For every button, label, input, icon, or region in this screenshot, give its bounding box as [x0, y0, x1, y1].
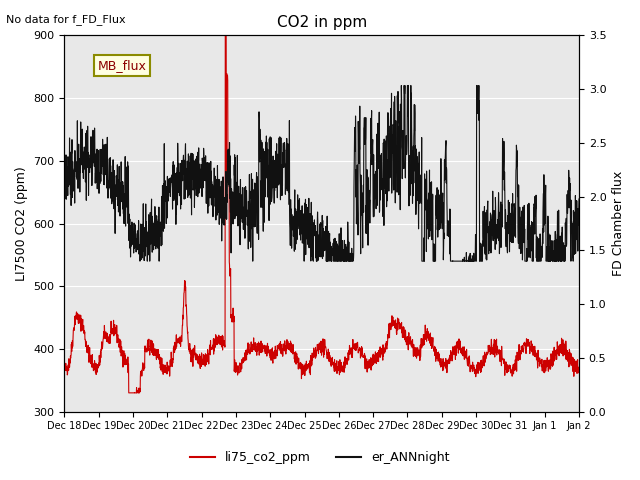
Title: CO2 in ppm: CO2 in ppm: [276, 15, 367, 30]
Text: No data for f_FD_Flux: No data for f_FD_Flux: [6, 14, 126, 25]
Legend: li75_co2_ppm, er_ANNnight: li75_co2_ppm, er_ANNnight: [186, 446, 454, 469]
Y-axis label: FD Chamber flux: FD Chamber flux: [612, 171, 625, 276]
Text: MB_flux: MB_flux: [98, 59, 147, 72]
Y-axis label: LI7500 CO2 (ppm): LI7500 CO2 (ppm): [15, 166, 28, 281]
